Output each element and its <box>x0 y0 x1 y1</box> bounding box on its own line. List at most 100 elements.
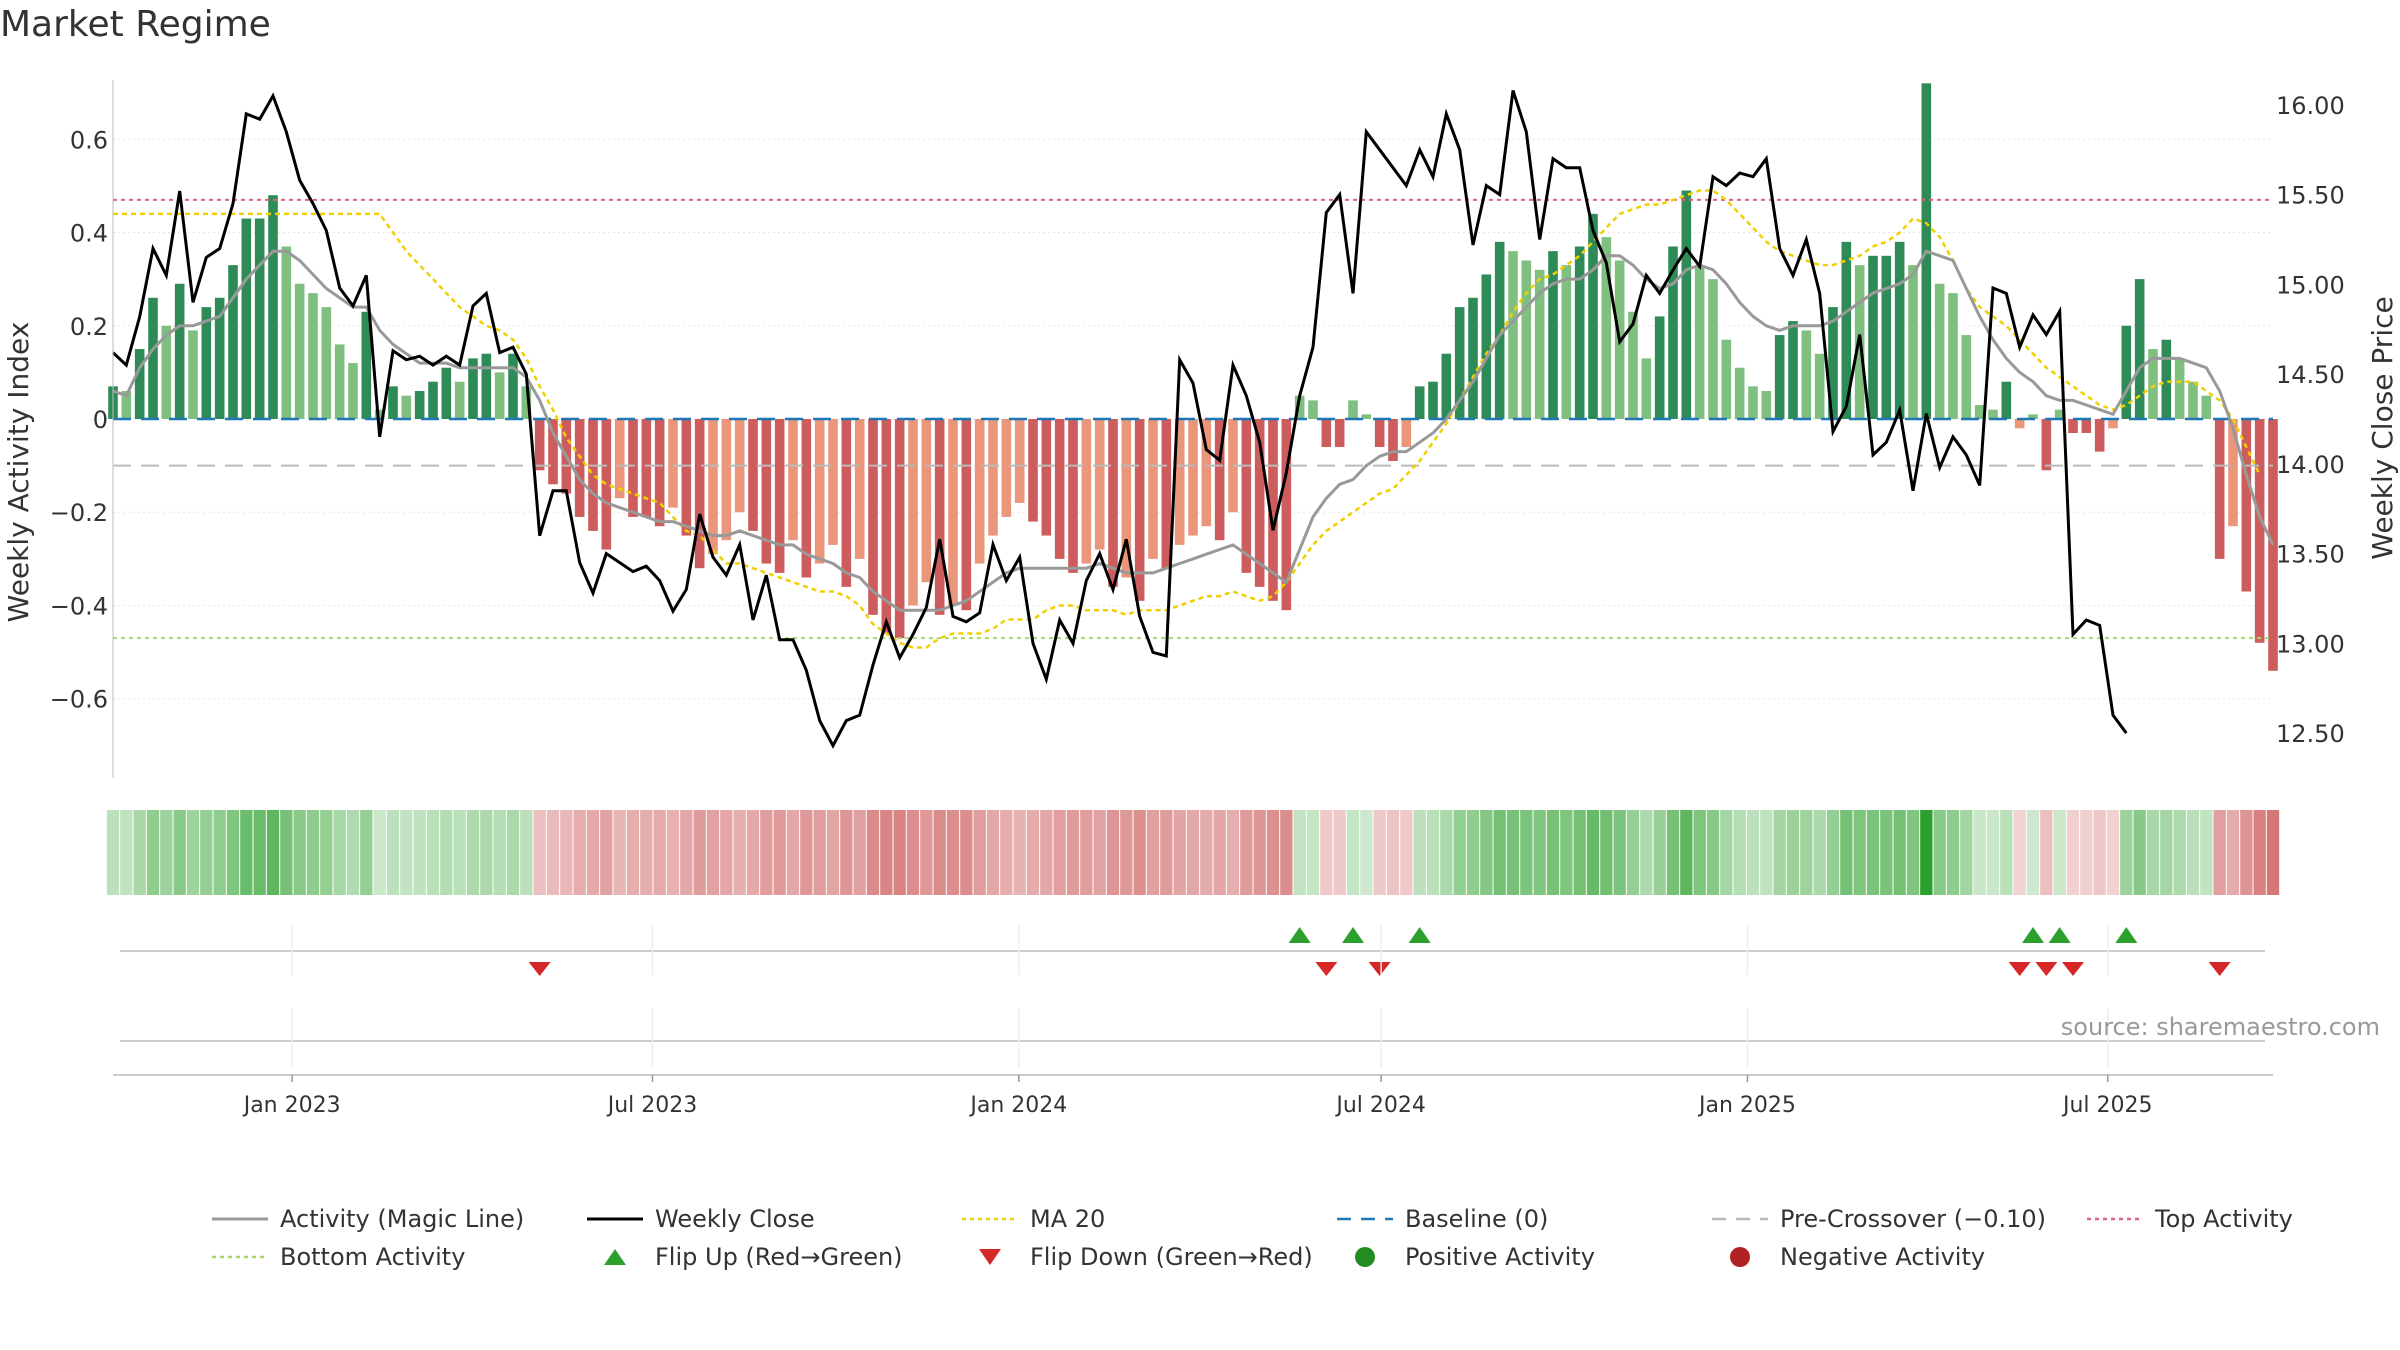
activity-bar <box>1761 391 1772 419</box>
activity-bar <box>214 297 225 419</box>
strip-cell <box>1706 810 1720 895</box>
strip-cell <box>1426 810 1440 895</box>
activity-bar <box>2001 381 2012 419</box>
activity-bar <box>694 419 705 569</box>
legend-swatch <box>212 1255 268 1259</box>
strip-cell <box>1600 810 1613 895</box>
activity-bar <box>1868 255 1878 419</box>
strip-cell <box>1880 810 1893 895</box>
legend-swatch <box>1337 1217 1393 1221</box>
strip-cell <box>2266 810 2280 895</box>
strip-cell <box>346 810 360 895</box>
y-axis-label: Weekly Activity Index <box>2 322 35 623</box>
strip-cell <box>1680 810 1693 895</box>
strip-cell <box>1693 810 1706 895</box>
strip-cell <box>1666 810 1680 895</box>
strip-cell <box>1973 810 1986 895</box>
y-tick-label: 0 <box>93 406 108 434</box>
strip-cell <box>1560 810 1573 895</box>
activity-bar <box>1908 265 1918 419</box>
strip-cell <box>1653 810 1666 895</box>
strip-cell <box>1573 810 1586 895</box>
x-tick-label: Jan 2024 <box>968 1093 1067 1118</box>
activity-bar <box>1974 405 1985 419</box>
activity-bar <box>1828 307 1838 419</box>
activity-bar <box>348 363 358 419</box>
x-tick-label: Jan 2025 <box>1697 1093 1796 1118</box>
activity-bar <box>908 419 918 606</box>
strip-cell <box>1453 810 1466 895</box>
strip-cell <box>626 810 640 895</box>
strip-cell <box>2080 810 2093 895</box>
strip-cell <box>1386 810 1400 895</box>
legend-label: Negative Activity <box>1780 1243 1986 1271</box>
strip-cell <box>373 810 386 895</box>
strip-cell <box>160 810 173 895</box>
y2-tick-label: 13.00 <box>2276 630 2345 658</box>
activity-bar <box>2028 414 2038 419</box>
strip-cell <box>1520 810 1533 895</box>
legend-item: MA 20 <box>960 1205 1335 1233</box>
strip-cell <box>600 810 613 895</box>
legend-item: Top Activity <box>2085 1205 2400 1233</box>
strip-cell <box>1013 810 1026 895</box>
strip-cell <box>2000 810 2013 895</box>
activity-bar <box>308 293 318 419</box>
activity-bar <box>1801 330 1812 419</box>
activity-bar <box>1788 321 1798 419</box>
strip-cell <box>1320 810 1333 895</box>
y2-tick-label: 15.00 <box>2276 271 2345 299</box>
y-tick-label: 0.2 <box>70 313 108 341</box>
strip-cell <box>2053 810 2066 895</box>
strip-cell <box>520 810 533 895</box>
activity-bar <box>974 419 985 564</box>
activity-bar <box>868 419 878 615</box>
strip-cell <box>2186 810 2200 895</box>
strip-cell <box>1840 810 1853 895</box>
strip-cell <box>1546 810 1560 895</box>
strip-cell <box>720 810 733 895</box>
activity-bar <box>1454 307 1465 419</box>
legend-label: MA 20 <box>1030 1205 1106 1233</box>
strip-cell <box>733 810 746 895</box>
activity-bar <box>1494 241 1505 419</box>
activity-bar <box>2188 381 2198 419</box>
activity-bar <box>174 283 185 419</box>
activity-bar <box>2094 419 2105 452</box>
strip-cell <box>1200 810 1213 895</box>
strip-cell <box>1400 810 1413 895</box>
legend-swatch <box>1730 1247 1750 1267</box>
strip-cell <box>2120 810 2133 895</box>
legend-swatch <box>587 1217 643 1221</box>
activity-bar <box>801 419 812 578</box>
strip-cell <box>706 810 720 895</box>
strip-cell <box>2253 810 2266 895</box>
strip-cell <box>1866 810 1880 895</box>
flip-up-marker <box>2115 927 2138 943</box>
y2-tick-label: 14.00 <box>2276 451 2345 479</box>
legend-item: Positive Activity <box>1335 1243 1710 1271</box>
activity-bar <box>1214 419 1225 541</box>
legend-item: Bottom Activity <box>210 1243 585 1271</box>
activity-bar <box>1748 386 1758 419</box>
strip-cell <box>2093 810 2106 895</box>
activity-bar <box>2081 419 2092 433</box>
activity-bar <box>1401 419 1412 447</box>
strip-cell <box>1746 810 1760 895</box>
flip-down-marker <box>528 962 551 976</box>
strip-cell <box>226 810 240 895</box>
strip-cell <box>946 810 960 895</box>
flip-markers <box>120 927 2265 1042</box>
activity-bar <box>1374 419 1385 447</box>
activity-bar <box>1774 335 1785 419</box>
activity-bar <box>828 419 838 545</box>
strip-cell <box>1946 810 1960 895</box>
activity-bar <box>1961 335 1972 419</box>
activity-bar <box>2068 419 2078 433</box>
y2-tick-label: 12.50 <box>2276 720 2345 748</box>
strip-cell <box>1413 810 1426 895</box>
activity-bar <box>414 391 425 419</box>
x-tick-label: Jan 2023 <box>242 1093 341 1118</box>
strip-cell <box>613 810 626 895</box>
activity-bar <box>1428 381 1438 419</box>
